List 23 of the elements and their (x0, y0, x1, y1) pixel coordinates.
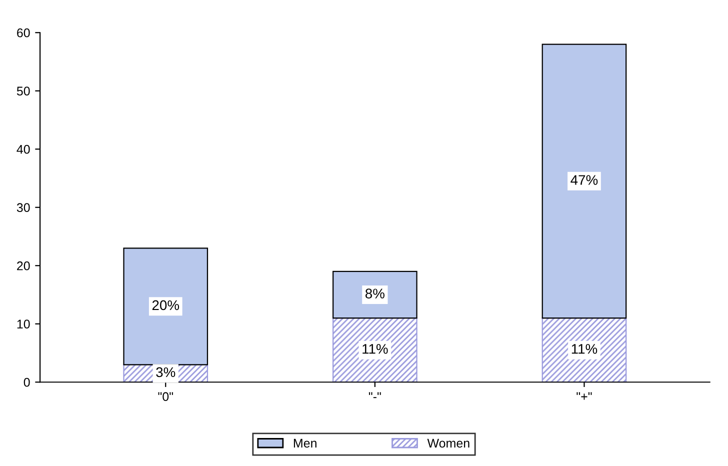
bar (123, 248, 208, 366)
data-label: 11% (572, 344, 598, 354)
x-tick-label: "0" (158, 392, 173, 402)
x-tick-label: "-" (368, 392, 381, 398)
y-tick-label: 10 (17, 320, 30, 329)
x-tick-label: "+" (576, 392, 592, 400)
data-label: 8% (365, 288, 384, 298)
data-label: 20% (152, 300, 180, 310)
legend-label: Women (427, 438, 470, 448)
y-tick-label: 60 (17, 28, 30, 38)
bar (542, 44, 627, 319)
y-tick-label: 40 (16, 144, 30, 154)
y-tick-label: 20 (17, 261, 30, 270)
data-label: 11% (362, 344, 388, 354)
y-tick-label: 30 (16, 203, 30, 212)
data-label: 3% (156, 367, 176, 378)
bar (542, 317, 627, 382)
y-tick-label: 50 (16, 86, 30, 96)
bar (332, 270, 418, 319)
y-tick-label: 0 (24, 378, 30, 387)
bar (332, 317, 418, 382)
legend-label: Men (294, 438, 316, 448)
data-label: 47% (570, 175, 598, 185)
